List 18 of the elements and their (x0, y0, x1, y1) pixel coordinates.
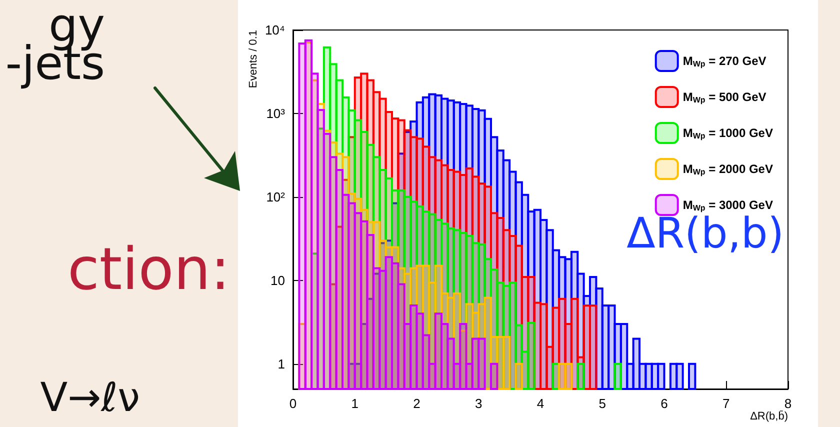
y-tick-label: 1 (278, 356, 285, 372)
y-tick-label: 10⁴ (264, 22, 285, 38)
y-tick-label: 10³ (266, 106, 286, 121)
x-tick-label: 7 (722, 396, 730, 411)
x-tick-label: 1 (351, 396, 358, 411)
text: ction: (67, 235, 230, 303)
text: V→ℓν (40, 375, 140, 421)
y-tick-label: 10 (270, 272, 285, 288)
x-tick-label: 6 (660, 396, 668, 411)
x-tick-label: 4 (536, 396, 544, 411)
y-tick-label: 10² (266, 189, 286, 204)
y-axis-title: Events / 0.1 (248, 30, 260, 88)
x-tick-label: 8 (784, 396, 792, 411)
x-tick-label: 5 (598, 396, 606, 411)
x-tick-label: 3 (475, 396, 482, 411)
x-tick-label: 0 (289, 396, 297, 411)
x-axis-title: ΔR(b,b̄) (750, 410, 788, 422)
x-tick-label: 2 (413, 396, 420, 411)
